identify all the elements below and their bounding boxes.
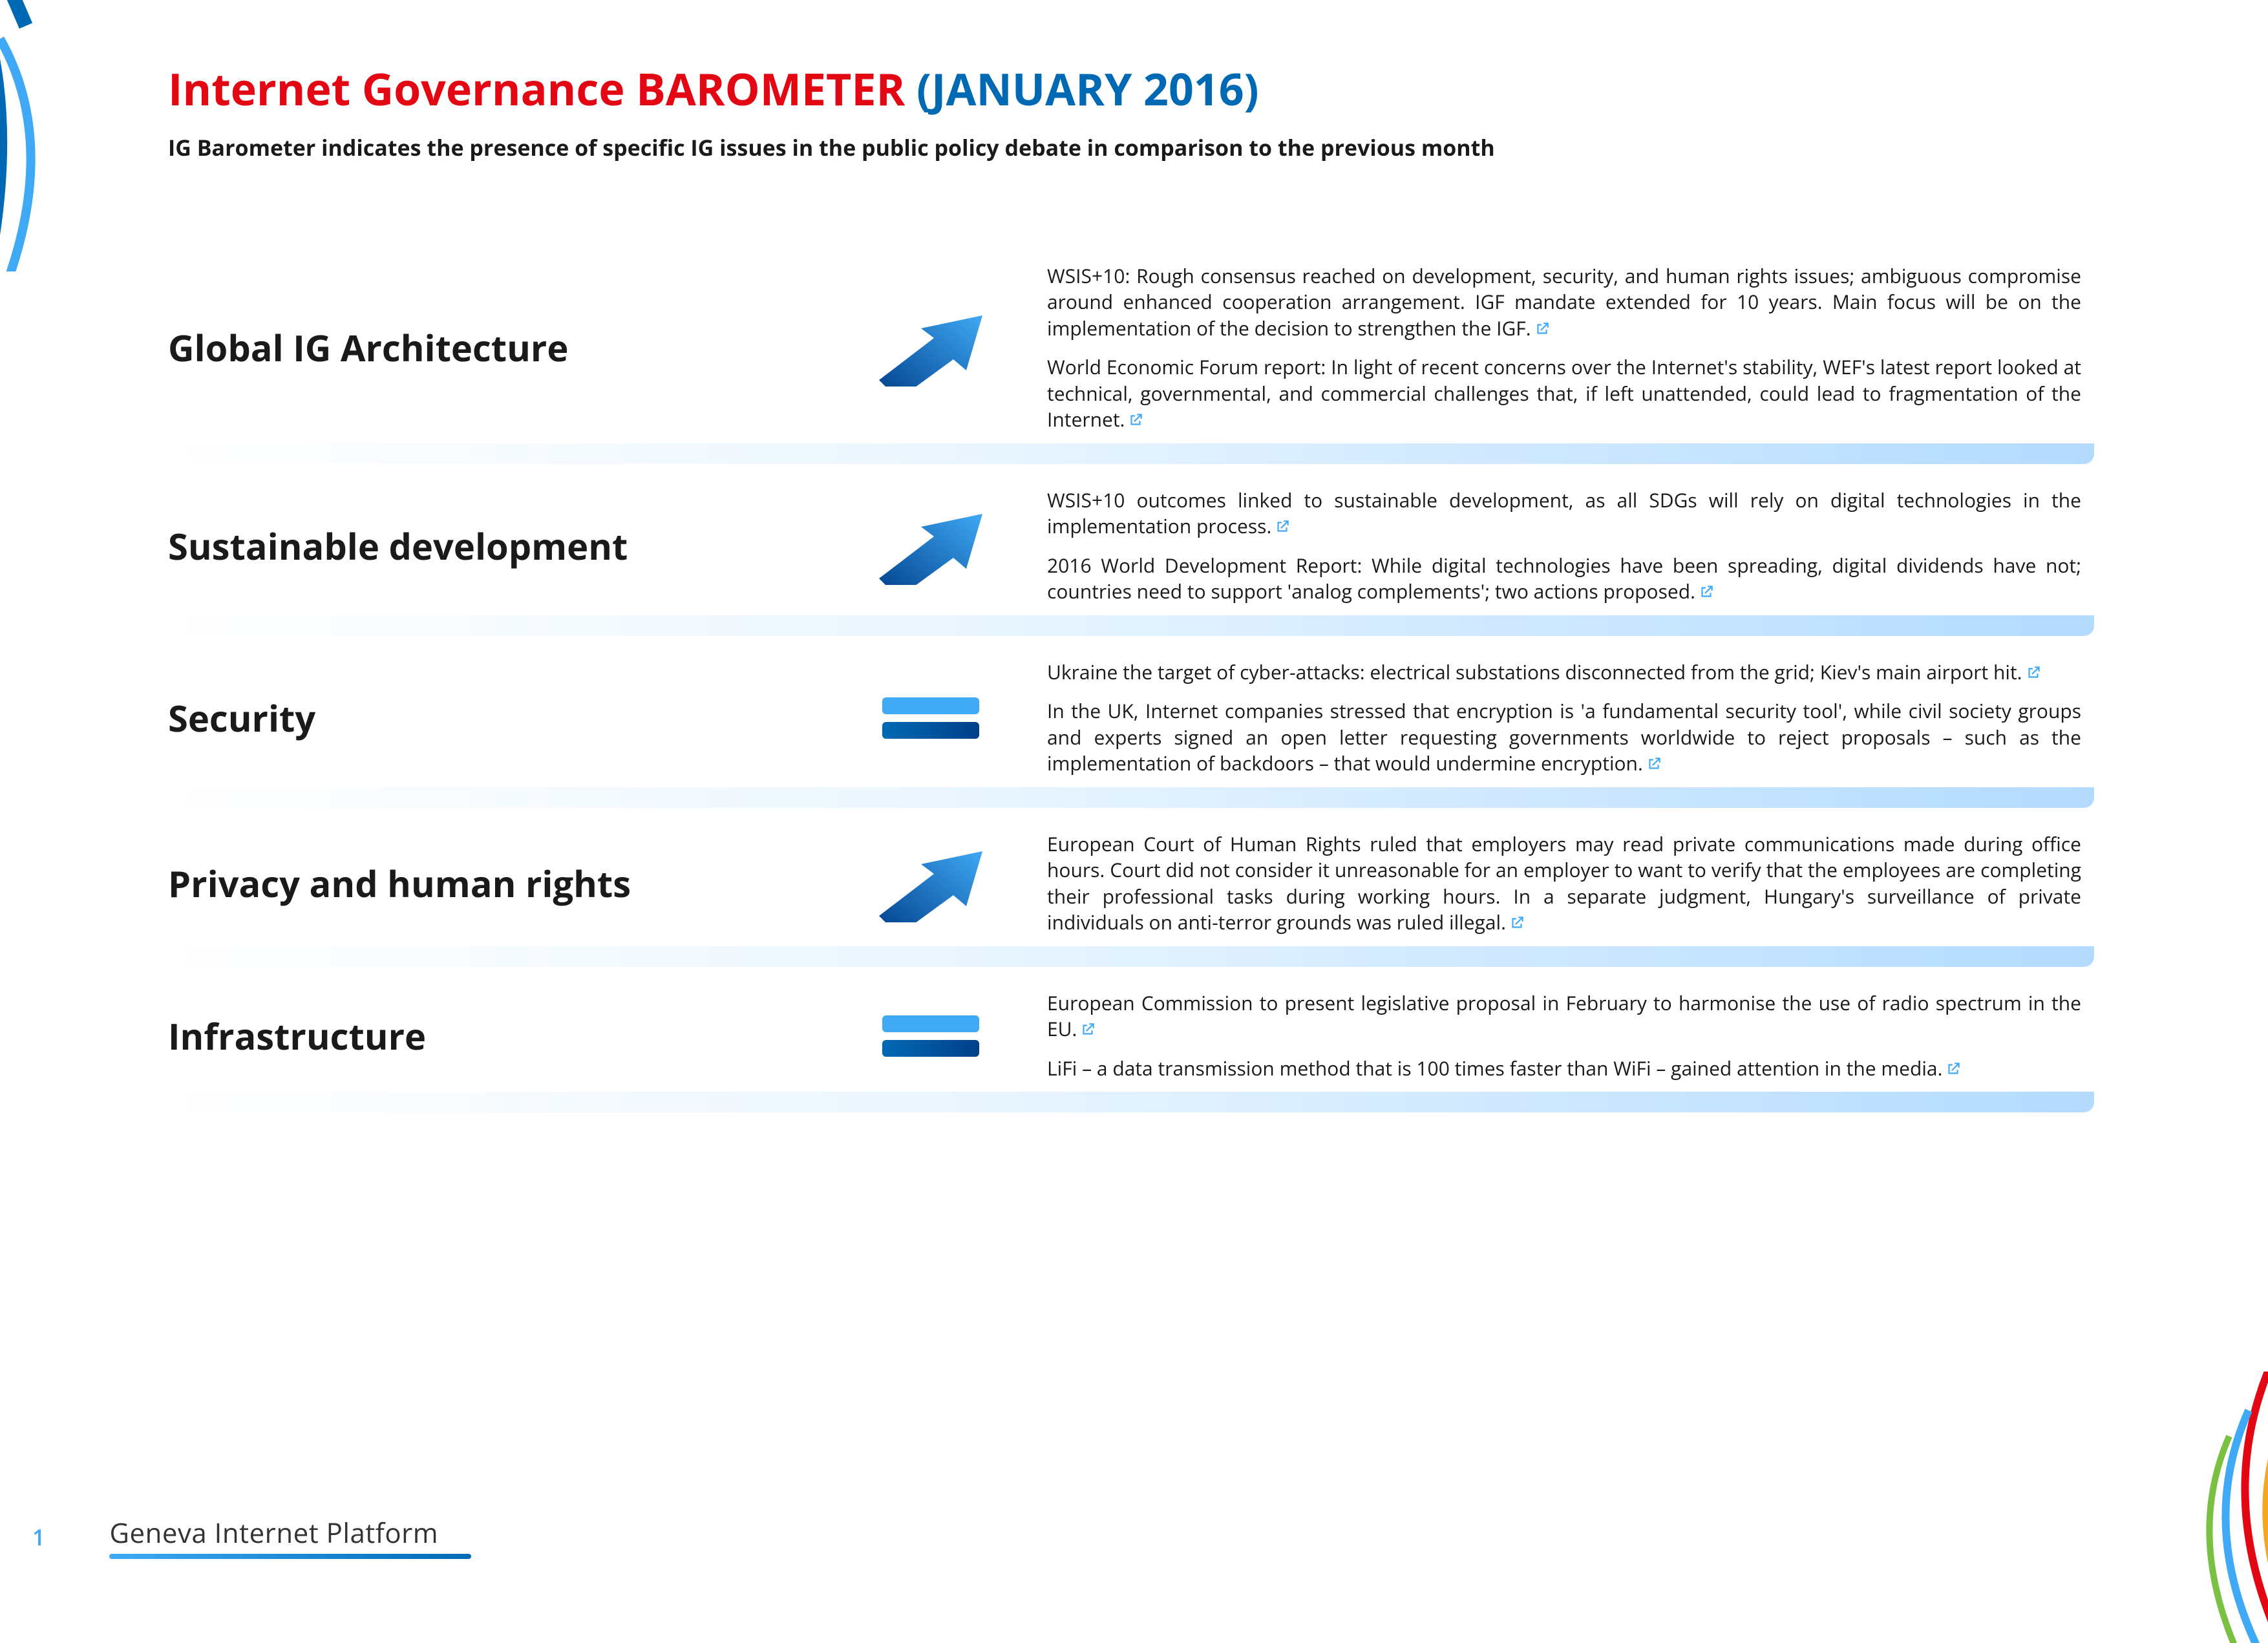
barometer-row: Privacy and human rights European Court o… bbox=[168, 808, 2107, 967]
page-title: Internet Governance BAROMETER (JANUARY 2… bbox=[168, 65, 2107, 113]
external-link-icon[interactable] bbox=[1271, 513, 1291, 539]
brand: Geneva Internet Platform bbox=[109, 1514, 471, 1559]
description-paragraph: European Court of Human Rights ruled tha… bbox=[1047, 831, 2081, 936]
page-number: 1 bbox=[32, 1522, 45, 1552]
barometer-row: Sustainable development WSIS+10 outcomes … bbox=[168, 464, 2107, 636]
description-paragraph: Ukraine the target of cyber-attacks: ele… bbox=[1047, 659, 2081, 686]
trend-up-icon bbox=[840, 309, 1021, 387]
brand-underline bbox=[109, 1554, 471, 1559]
description: European Commission to present legislati… bbox=[1047, 990, 2081, 1082]
description: Ukraine the target of cyber-attacks: ele… bbox=[1047, 659, 2081, 777]
description-paragraph: WSIS+10: Rough consensus reached on deve… bbox=[1047, 263, 2081, 342]
decoration-top-left bbox=[0, 0, 181, 271]
external-link-icon[interactable] bbox=[1643, 750, 1662, 776]
category-label: Sustainable development bbox=[168, 522, 814, 571]
trend-same-icon bbox=[840, 1004, 1021, 1068]
category-label: Infrastructure bbox=[168, 1012, 814, 1061]
trend-up-icon bbox=[840, 507, 1021, 585]
external-link-icon[interactable] bbox=[1942, 1055, 1962, 1081]
description-paragraph: LiFi – a data transmission method that i… bbox=[1047, 1055, 2081, 1082]
barometer-row: Security Ukraine the target of cyber-atta… bbox=[168, 636, 2107, 808]
external-link-icon[interactable] bbox=[2022, 659, 2042, 685]
category-label: Global IG Architecture bbox=[168, 323, 814, 372]
description: European Court of Human Rights ruled tha… bbox=[1047, 831, 2081, 936]
description-paragraph: 2016 World Development Report: While dig… bbox=[1047, 553, 2081, 605]
external-link-icon[interactable] bbox=[1531, 315, 1551, 341]
description-paragraph: World Economic Forum report: In light of… bbox=[1047, 354, 2081, 433]
subtitle: IG Barometer indicates the presence of s… bbox=[168, 132, 2107, 162]
barometer-row: Global IG Architecture WSIS+10: Rough con… bbox=[168, 240, 2107, 464]
decoration-bottom-right bbox=[2100, 1372, 2268, 1643]
external-link-icon[interactable] bbox=[1506, 909, 1525, 935]
external-link-icon[interactable] bbox=[1077, 1015, 1096, 1042]
description: WSIS+10 outcomes linked to sustainable d… bbox=[1047, 487, 2081, 605]
description: WSIS+10: Rough consensus reached on deve… bbox=[1047, 263, 2081, 433]
external-link-icon[interactable] bbox=[1695, 578, 1715, 604]
title-part2: (JANUARY 2016) bbox=[917, 58, 1259, 118]
description-paragraph: European Commission to present legislati… bbox=[1047, 990, 2081, 1043]
external-link-icon[interactable] bbox=[1125, 406, 1144, 432]
brand-text: Geneva Internet Platform bbox=[109, 1514, 471, 1551]
category-label: Privacy and human rights bbox=[168, 859, 814, 908]
barometer-row: Infrastructure European Commission to pre… bbox=[168, 967, 2107, 1113]
description-paragraph: WSIS+10 outcomes linked to sustainable d… bbox=[1047, 487, 2081, 540]
title-part1: Internet Governance BAROMETER bbox=[168, 58, 917, 118]
description-paragraph: In the UK, Internet companies stressed t… bbox=[1047, 698, 2081, 777]
category-label: Security bbox=[168, 694, 814, 743]
trend-up-icon bbox=[840, 845, 1021, 922]
trend-same-icon bbox=[840, 686, 1021, 750]
